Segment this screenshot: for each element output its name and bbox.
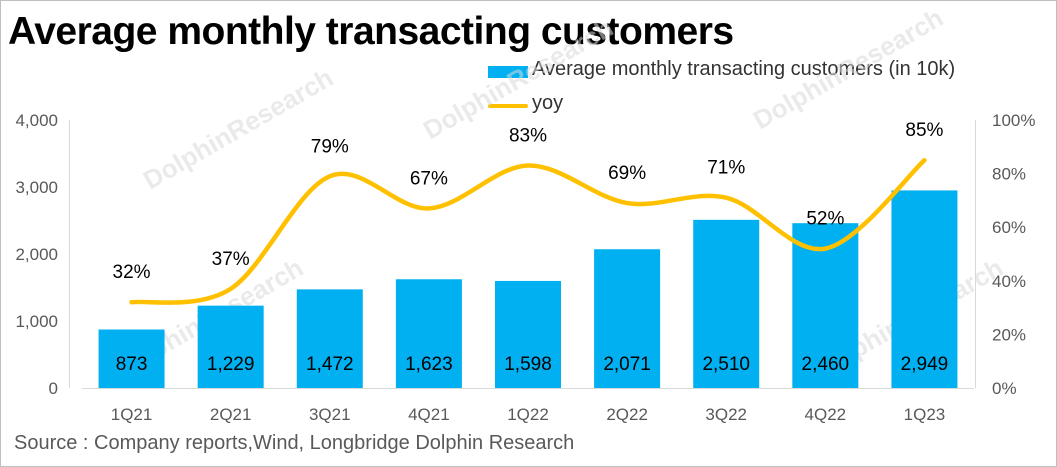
legend-line-label: yoy: [532, 92, 564, 114]
x-tick-label: 4Q22: [805, 405, 847, 424]
right-y-tick-label: 80%: [992, 165, 1026, 184]
bar-value-label: 1,623: [405, 354, 453, 375]
yoy-value-label: 52%: [806, 209, 844, 230]
right-y-axis: 0% 20% 40% 60% 80% 100%: [975, 111, 1035, 398]
bar-1Q21: [98, 329, 165, 388]
legend-line-swatch: [488, 104, 528, 108]
yoy-value-label: 37%: [212, 249, 250, 270]
yoy-value-label: 67%: [410, 168, 448, 189]
legend-bar-swatch: [488, 66, 528, 78]
bar-2Q21: [197, 305, 264, 388]
x-tick-label: 1Q21: [111, 405, 153, 424]
x-tick-label: 3Q21: [309, 405, 351, 424]
bar-4Q21: [395, 279, 462, 388]
bar-3Q22: [693, 219, 760, 388]
legend-bar-label: Average monthly transacting customers (i…: [532, 58, 956, 80]
yoy-line-series: [129, 157, 927, 305]
right-y-tick-label: 40%: [992, 272, 1026, 291]
bar-2Q22: [594, 249, 661, 388]
bar-value-label: 2,460: [802, 354, 850, 375]
left-y-tick-label: 2,000: [15, 245, 58, 264]
x-tick-label: 4Q21: [408, 405, 450, 424]
bar-value-label: 1,598: [504, 354, 552, 375]
yoy-value-label: 32%: [113, 262, 151, 283]
right-y-tick-label: 100%: [992, 111, 1035, 130]
yoy-value-label: 85%: [905, 120, 943, 141]
left-y-axis: 0 1,000 2,000 3,000 4,000: [15, 111, 70, 398]
x-tick-label: 1Q23: [904, 405, 946, 424]
left-y-tick-label: 0: [49, 379, 58, 398]
right-y-tick-label: 0%: [992, 379, 1017, 398]
bar-value-label: 1,229: [207, 354, 255, 375]
yoy-value-label: 83%: [509, 126, 547, 147]
bar-value-label: 873: [116, 354, 148, 375]
bar-value-label: 2,949: [901, 354, 949, 375]
data-labels: 873 1,229 1,472 1,623 1,598 2,071 2,510 2,460 2,…: [113, 120, 949, 375]
watermark-text: DolphinResearch: [138, 62, 338, 195]
bar-value-label: 1,472: [306, 354, 354, 375]
bar-value-label: 2,071: [603, 354, 651, 375]
yoy-value-label: 71%: [707, 158, 745, 179]
right-y-tick-label: 60%: [992, 218, 1026, 237]
x-tick-label: 2Q21: [210, 405, 252, 424]
left-y-tick-label: 4,000: [15, 111, 58, 130]
bar-value-label: 2,510: [702, 354, 750, 375]
source-note: Source : Company reports,Wind, Longbridg…: [14, 432, 575, 454]
right-y-tick-label: 20%: [992, 325, 1026, 344]
x-tick-label: 1Q22: [507, 405, 549, 424]
x-tick-label: 3Q22: [705, 405, 747, 424]
bar-3Q21: [296, 289, 363, 388]
yoy-value-label: 79%: [311, 136, 349, 157]
left-y-tick-label: 3,000: [15, 178, 58, 197]
yoy-value-label: 69%: [608, 163, 646, 184]
bar-1Q23: [891, 190, 958, 388]
bar-1Q22: [495, 280, 561, 388]
watermark-text: DolphinResearch: [748, 2, 948, 135]
left-y-tick-label: 1,000: [15, 312, 58, 331]
x-tick-label: 2Q22: [606, 405, 648, 424]
chart-title: Average monthly transacting customers: [8, 10, 734, 53]
x-axis: 1Q21 2Q21 3Q21 4Q21 1Q22 2Q22 3Q22 4Q22 1Q23: [82, 388, 974, 424]
